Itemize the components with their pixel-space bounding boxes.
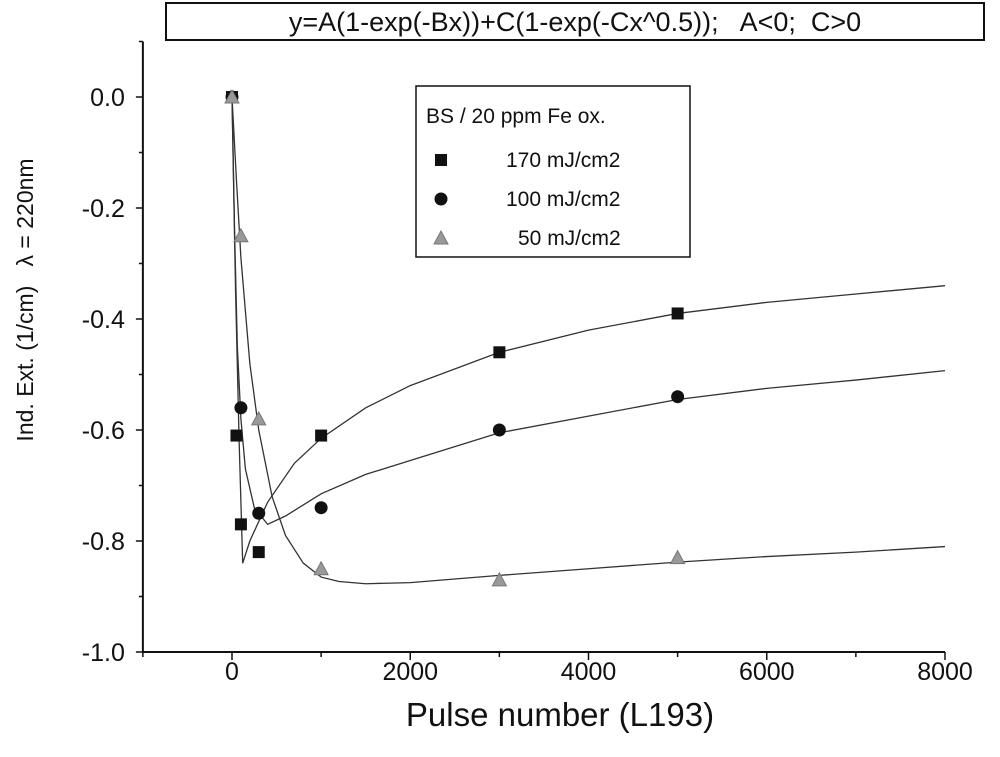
legend-label-100: 100 mJ/cm2 xyxy=(506,188,620,211)
data-point-circle xyxy=(234,401,248,415)
data-point-square xyxy=(234,518,247,531)
fit-curve-circle xyxy=(231,96,946,526)
data-point-triangle xyxy=(669,549,686,565)
data-point-square xyxy=(315,429,328,442)
y-tick-label: 0.0 xyxy=(90,84,125,112)
data-point-square xyxy=(493,346,506,359)
legend-marker-circle xyxy=(434,192,448,206)
data-point-triangle xyxy=(491,571,508,587)
data-point-triangle xyxy=(224,88,240,104)
chart-title: y=A(1-exp(-Bx))+C(1-exp(-Cx^0.5)); A<0; … xyxy=(289,7,861,37)
data-point-circle xyxy=(314,501,328,515)
x-axis-label: Pulse number (L193) xyxy=(406,696,714,733)
title-box xyxy=(165,2,985,41)
y-tick-label: -1.0 xyxy=(82,639,125,667)
y-axis-label: Ind. Ext. (1/cm) λ = 220nm xyxy=(12,158,38,441)
data-point-square xyxy=(252,546,265,559)
y-tick-label: -0.6 xyxy=(82,417,125,445)
legend-label-50: 50 mJ/cm2 xyxy=(518,227,621,250)
data-point-square xyxy=(230,429,243,442)
x-tick-label: 4000 xyxy=(561,658,617,686)
legend-marker-triangle xyxy=(433,229,449,245)
data-point-triangle xyxy=(233,227,249,243)
fit-curve-square xyxy=(231,96,946,564)
x-tick-label: 8000 xyxy=(917,658,973,686)
fit-curve-triangle xyxy=(231,96,946,585)
axes: 0.0 -0.2 -0.4 -0.6 -0.8 -1.0 0 2000 4000 6000 8000 xyxy=(82,40,973,686)
y-tick-label: -0.8 xyxy=(82,528,125,556)
data-point-triangle xyxy=(313,560,329,576)
y-tick-label: -0.2 xyxy=(82,195,125,223)
x-tick-label: 2000 xyxy=(382,658,438,686)
legend-marker-square xyxy=(435,154,447,166)
x-tick-label: 0 xyxy=(225,658,239,686)
data-points xyxy=(224,88,686,587)
y-tick-label: -0.4 xyxy=(82,306,125,334)
x-tick-label: 6000 xyxy=(739,658,795,686)
legend-title: BS / 20 ppm Fe ox. xyxy=(426,105,606,128)
data-point-circle xyxy=(671,390,685,404)
data-point-circle xyxy=(252,506,266,520)
data-point-square xyxy=(671,307,684,320)
data-point-circle xyxy=(492,423,506,437)
data-point-triangle xyxy=(250,410,267,426)
legend: BS / 20 ppm Fe ox. 170 mJ/cm2 100 mJ/cm2… xyxy=(415,85,691,258)
legend-label-170: 170 mJ/cm2 xyxy=(506,149,620,172)
legend-box xyxy=(415,85,691,258)
fit-curves xyxy=(231,96,946,585)
